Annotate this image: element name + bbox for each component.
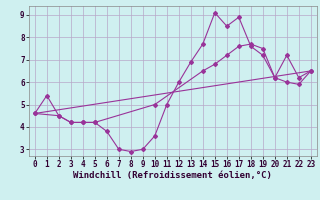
X-axis label: Windchill (Refroidissement éolien,°C): Windchill (Refroidissement éolien,°C) xyxy=(73,171,272,180)
